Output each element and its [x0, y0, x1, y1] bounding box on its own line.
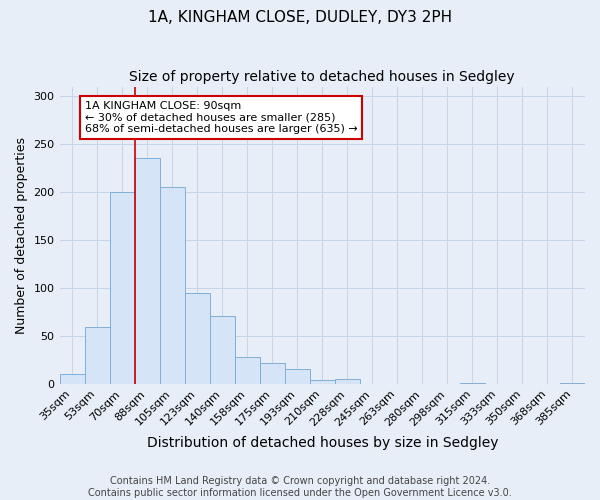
- Bar: [185, 292, 209, 384]
- Bar: [134, 158, 160, 384]
- Bar: [335, 379, 360, 384]
- Text: 1A, KINGHAM CLOSE, DUDLEY, DY3 2PH: 1A, KINGHAM CLOSE, DUDLEY, DY3 2PH: [148, 10, 452, 25]
- Bar: [59, 374, 85, 384]
- Text: Contains HM Land Registry data © Crown copyright and database right 2024.
Contai: Contains HM Land Registry data © Crown c…: [88, 476, 512, 498]
- Bar: [235, 357, 260, 384]
- Bar: [260, 362, 285, 384]
- Text: 1A KINGHAM CLOSE: 90sqm
← 30% of detached houses are smaller (285)
68% of semi-d: 1A KINGHAM CLOSE: 90sqm ← 30% of detache…: [85, 101, 358, 134]
- Bar: [110, 192, 134, 384]
- Bar: [209, 316, 235, 384]
- Bar: [460, 383, 485, 384]
- X-axis label: Distribution of detached houses by size in Sedgley: Distribution of detached houses by size …: [146, 436, 498, 450]
- Bar: [560, 383, 585, 384]
- Bar: [310, 380, 335, 384]
- Bar: [85, 327, 110, 384]
- Bar: [160, 187, 185, 384]
- Title: Size of property relative to detached houses in Sedgley: Size of property relative to detached ho…: [130, 70, 515, 84]
- Bar: [285, 370, 310, 384]
- Y-axis label: Number of detached properties: Number of detached properties: [15, 136, 28, 334]
